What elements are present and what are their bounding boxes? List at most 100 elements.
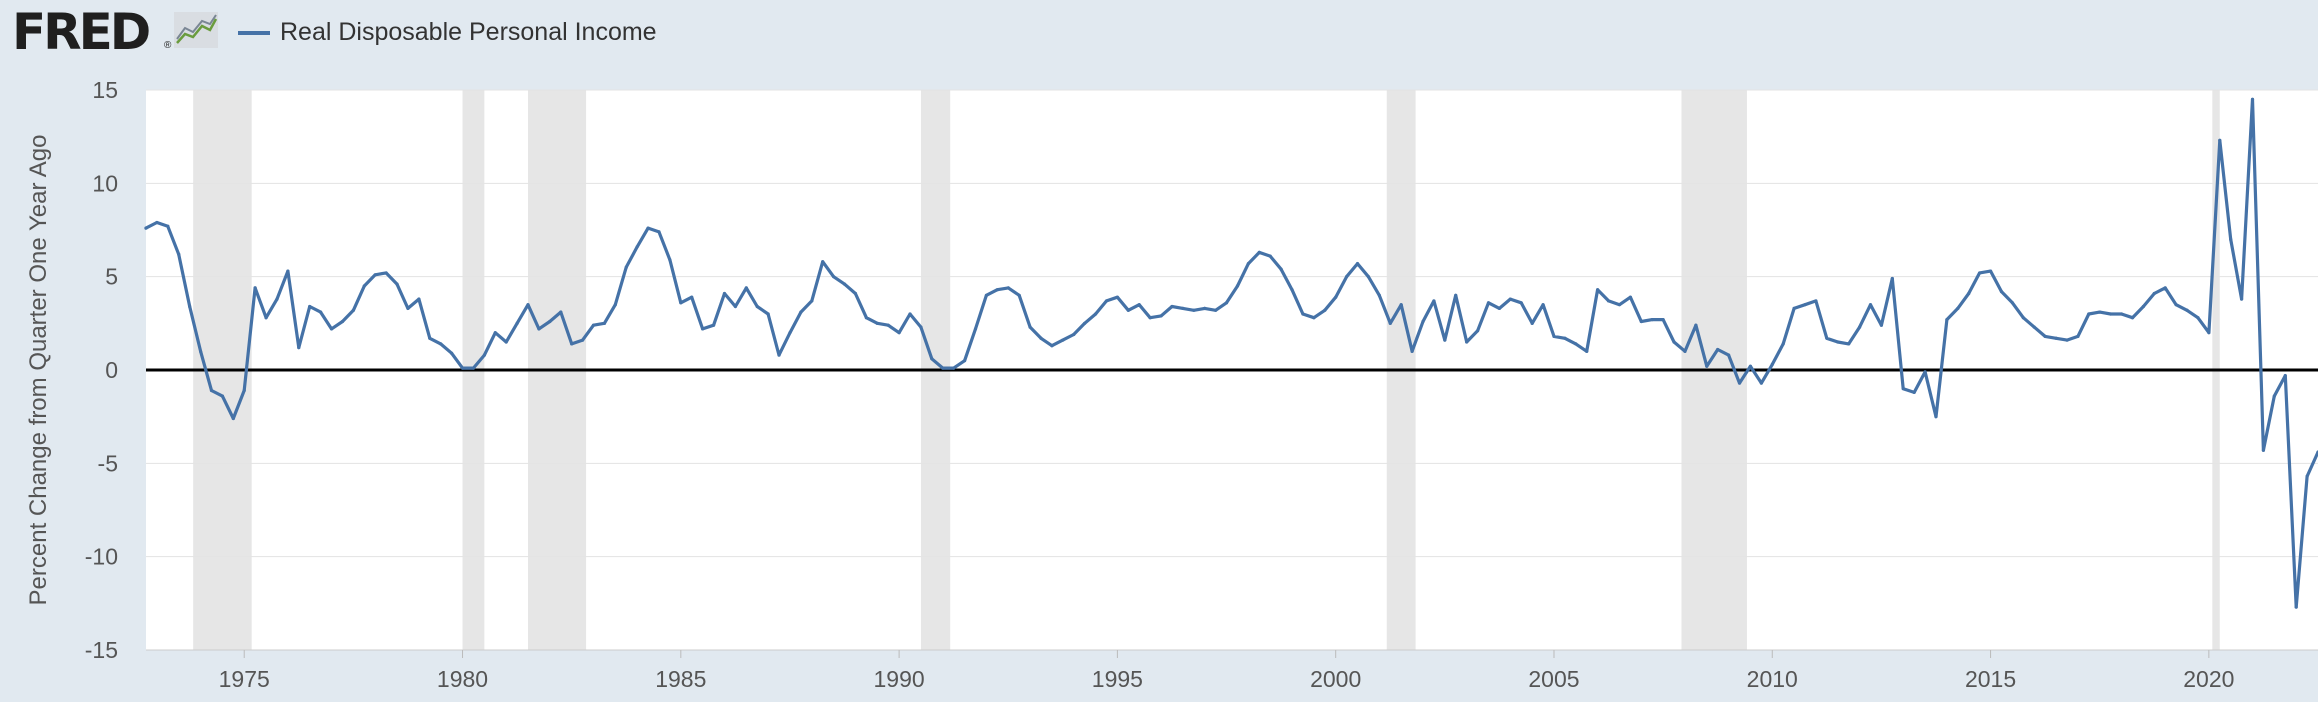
data-point[interactable] xyxy=(2174,303,2178,307)
fred-logo[interactable]: FRED xyxy=(12,3,151,61)
data-point[interactable] xyxy=(1159,314,1163,318)
data-point[interactable] xyxy=(2196,316,2200,320)
data-point[interactable] xyxy=(1170,304,1174,309)
data-point[interactable] xyxy=(471,366,476,370)
data-point[interactable] xyxy=(2141,304,2145,309)
data-point[interactable] xyxy=(2152,291,2156,296)
data-point[interactable] xyxy=(198,349,203,353)
data-point[interactable] xyxy=(2239,297,2244,301)
data-point[interactable] xyxy=(722,291,727,296)
data-point[interactable] xyxy=(1934,415,1938,419)
data-point[interactable] xyxy=(417,297,421,301)
data-point[interactable] xyxy=(1508,297,1512,301)
data-point[interactable] xyxy=(1039,336,1043,340)
data-point[interactable] xyxy=(1279,267,1283,271)
data-point[interactable] xyxy=(1683,349,1687,353)
data-point[interactable] xyxy=(1694,323,1698,327)
data-point[interactable] xyxy=(1104,299,1109,303)
data-point[interactable] xyxy=(1737,381,1742,385)
data-point[interactable] xyxy=(919,325,923,329)
data-point[interactable] xyxy=(220,394,225,398)
data-point[interactable] xyxy=(1399,303,1403,307)
data-point[interactable] xyxy=(395,282,399,286)
data-point[interactable] xyxy=(450,351,454,355)
data-point[interactable] xyxy=(711,323,716,327)
data-point[interactable] xyxy=(1465,340,1469,344)
data-point[interactable] xyxy=(1901,387,1905,391)
data-point[interactable] xyxy=(1323,308,1327,312)
data-point[interactable] xyxy=(2207,331,2211,335)
data-point[interactable] xyxy=(1377,293,1381,297)
data-point[interactable] xyxy=(1475,329,1480,333)
data-point[interactable] xyxy=(2054,336,2058,340)
data-point[interactable] xyxy=(548,319,552,324)
data-point[interactable] xyxy=(1454,293,1458,297)
data-point[interactable] xyxy=(908,312,912,316)
data-point[interactable] xyxy=(886,323,890,327)
data-point[interactable] xyxy=(646,226,650,230)
data-point[interactable] xyxy=(1825,336,1829,340)
data-point[interactable] xyxy=(504,340,508,344)
data-point[interactable] xyxy=(832,275,836,279)
data-point[interactable] xyxy=(177,252,181,256)
data-point[interactable] xyxy=(1432,299,1436,303)
data-point[interactable] xyxy=(1857,325,1862,329)
data-point[interactable] xyxy=(733,304,737,309)
data-point[interactable] xyxy=(1486,301,1491,305)
data-point[interactable] xyxy=(821,260,825,264)
data-point[interactable] xyxy=(1355,262,1360,266)
data-point[interactable] xyxy=(1126,308,1130,312)
data-point[interactable] xyxy=(1115,295,1119,299)
data-point[interactable] xyxy=(155,220,159,225)
data-point[interactable] xyxy=(1312,316,1316,320)
data-point[interactable] xyxy=(973,327,978,331)
data-point[interactable] xyxy=(788,331,792,335)
data-point[interactable] xyxy=(2130,316,2135,320)
data-point[interactable] xyxy=(2261,448,2266,452)
data-point[interactable] xyxy=(264,316,268,320)
data-point[interactable] xyxy=(1028,325,1032,329)
data-point[interactable] xyxy=(1705,364,1709,368)
data-point[interactable] xyxy=(2065,338,2069,342)
data-point[interactable] xyxy=(1999,290,2004,294)
data-point[interactable] xyxy=(1192,308,1196,312)
data-point[interactable] xyxy=(1235,284,1240,288)
data-point[interactable] xyxy=(231,416,235,421)
data-point[interactable] xyxy=(1912,390,1916,394)
data-point[interactable] xyxy=(1978,271,1982,275)
data-point[interactable] xyxy=(482,353,486,357)
data-point[interactable] xyxy=(984,293,989,297)
data-point[interactable] xyxy=(962,359,967,363)
data-point[interactable] xyxy=(351,308,355,312)
data-point[interactable] xyxy=(602,321,607,325)
data-point[interactable] xyxy=(1061,338,1065,342)
data-point[interactable] xyxy=(1203,306,1207,310)
data-point[interactable] xyxy=(2294,605,2298,609)
data-point[interactable] xyxy=(1639,319,1643,324)
data-point[interactable] xyxy=(515,321,519,325)
data-point[interactable] xyxy=(875,321,879,325)
data-point[interactable] xyxy=(1497,306,1502,310)
data-point[interactable] xyxy=(2119,312,2124,316)
data-point[interactable] xyxy=(1617,303,1622,307)
data-point[interactable] xyxy=(286,269,290,273)
data-point[interactable] xyxy=(1224,301,1229,305)
data-point[interactable] xyxy=(777,353,781,357)
data-point[interactable] xyxy=(613,303,617,307)
series-line[interactable] xyxy=(144,97,2318,609)
data-point[interactable] xyxy=(1803,303,1807,307)
data-point[interactable] xyxy=(2043,334,2047,338)
data-point[interactable] xyxy=(580,338,585,342)
data-point[interactable] xyxy=(166,224,170,228)
data-point[interactable] xyxy=(1879,323,1884,327)
data-point[interactable] xyxy=(428,336,432,340)
data-point[interactable] xyxy=(1541,303,1545,307)
data-point[interactable] xyxy=(144,226,148,230)
data-point[interactable] xyxy=(2098,310,2102,314)
data-point[interactable] xyxy=(2185,308,2189,312)
data-point[interactable] xyxy=(679,301,683,305)
data-point[interactable] xyxy=(2021,316,2025,320)
data-point[interactable] xyxy=(1814,299,1818,303)
data-point[interactable] xyxy=(1868,303,1873,307)
data-point[interactable] xyxy=(1847,342,1851,346)
